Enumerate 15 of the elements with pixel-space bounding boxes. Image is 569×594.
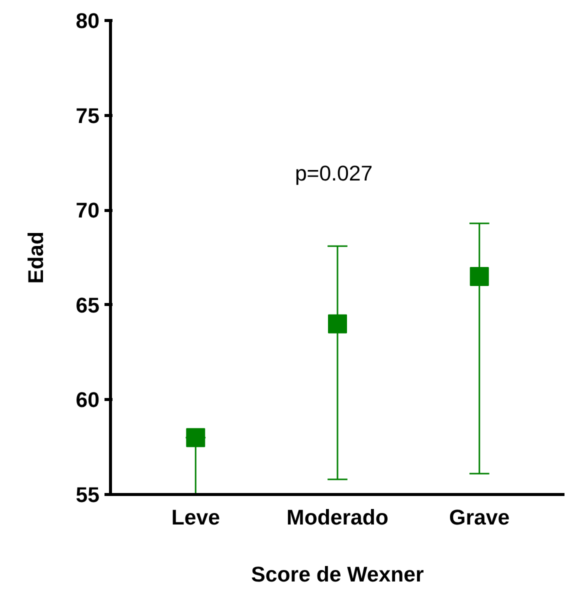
y-tick-label: 65 <box>76 293 100 318</box>
x-axis-title: Score de Wexner <box>251 562 424 586</box>
annotation: p=0.027 <box>294 161 373 186</box>
y-axis-title: Edad <box>24 231 48 284</box>
x-tick-label: Moderado <box>286 506 388 530</box>
point <box>186 428 206 448</box>
x-tick-label: Leve <box>171 506 220 530</box>
y-tick-label: 55 <box>76 483 100 507</box>
y-tick-label: 75 <box>76 104 100 128</box>
y-tick-label: 60 <box>76 388 100 412</box>
x-tick-label: Grave <box>449 506 510 530</box>
point <box>470 266 489 286</box>
y-tick-label: 70 <box>76 198 100 223</box>
y-tick-label: 80 <box>76 9 100 33</box>
point <box>328 314 347 334</box>
